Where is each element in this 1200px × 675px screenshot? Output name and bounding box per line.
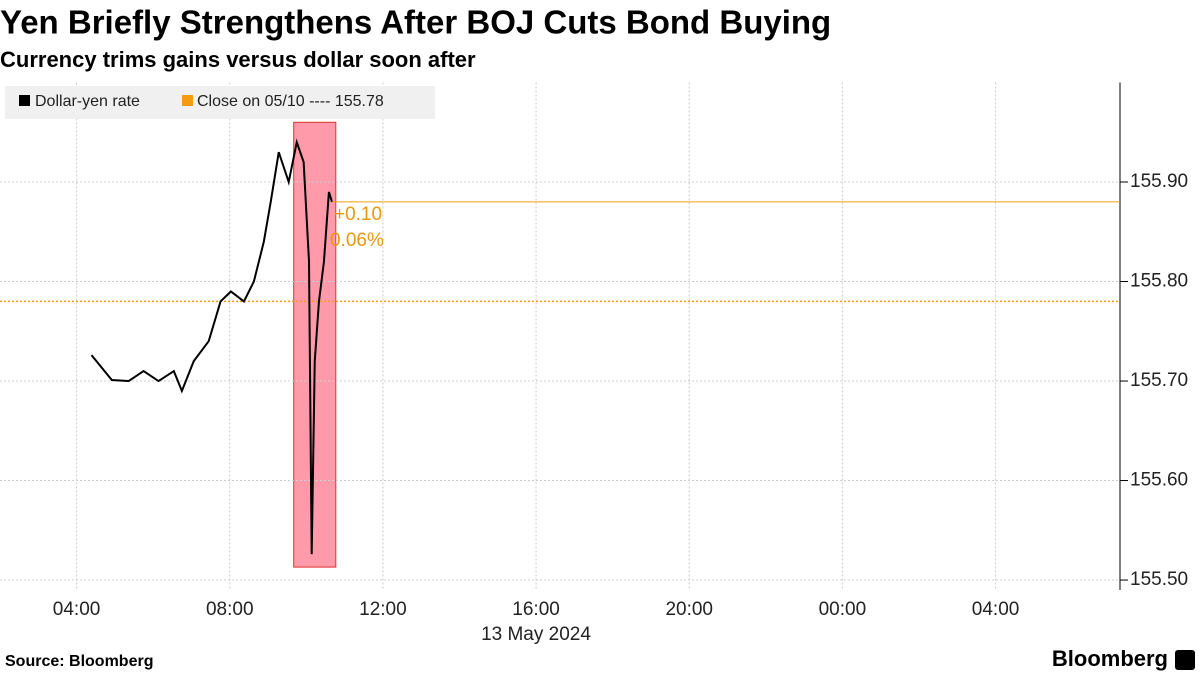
- annotation: +0.10: [334, 204, 382, 225]
- y-tick-label: 155.90: [1130, 171, 1188, 192]
- legend-background: [5, 86, 435, 119]
- y-tick-label: 155.60: [1130, 470, 1188, 491]
- chart-subtitle: Currency trims gains versus dollar soon …: [0, 47, 476, 72]
- data-line: [90, 138, 333, 555]
- legend-label: Close on 05/10 ---- 155.78: [197, 93, 384, 110]
- y-tick-label: 155.70: [1130, 370, 1188, 391]
- x-tick-label: 04:00: [972, 599, 1020, 620]
- annotation: 0.06%: [330, 230, 384, 251]
- x-tick-label: 12:00: [359, 599, 407, 620]
- y-tick-label: 155.50: [1130, 569, 1188, 590]
- chart-title: Yen Briefly Strengthens After BOJ Cuts B…: [0, 4, 831, 41]
- x-tick-label: 16:00: [512, 599, 560, 620]
- legend: Dollar-yen rate Close on 05/10 ---- 155.7…: [5, 86, 435, 119]
- x-tick-label: 00:00: [819, 599, 867, 620]
- source: Source: Bloomberg: [5, 653, 153, 670]
- brand-icon: [1175, 650, 1195, 670]
- x-tick-label: 04:00: [53, 599, 101, 620]
- x-axis-label: 13 May 2024: [481, 624, 591, 645]
- legend-swatch: [182, 95, 193, 106]
- x-tick-label: 20:00: [665, 599, 713, 620]
- highlight-band: [293, 121, 337, 568]
- y-tick-label: 155.80: [1130, 271, 1188, 292]
- legend-label: Dollar-yen rate: [35, 93, 140, 110]
- brand: Bloomberg: [1052, 646, 1168, 671]
- x-tick-label: 08:00: [206, 599, 254, 620]
- legend-swatch: [19, 95, 30, 106]
